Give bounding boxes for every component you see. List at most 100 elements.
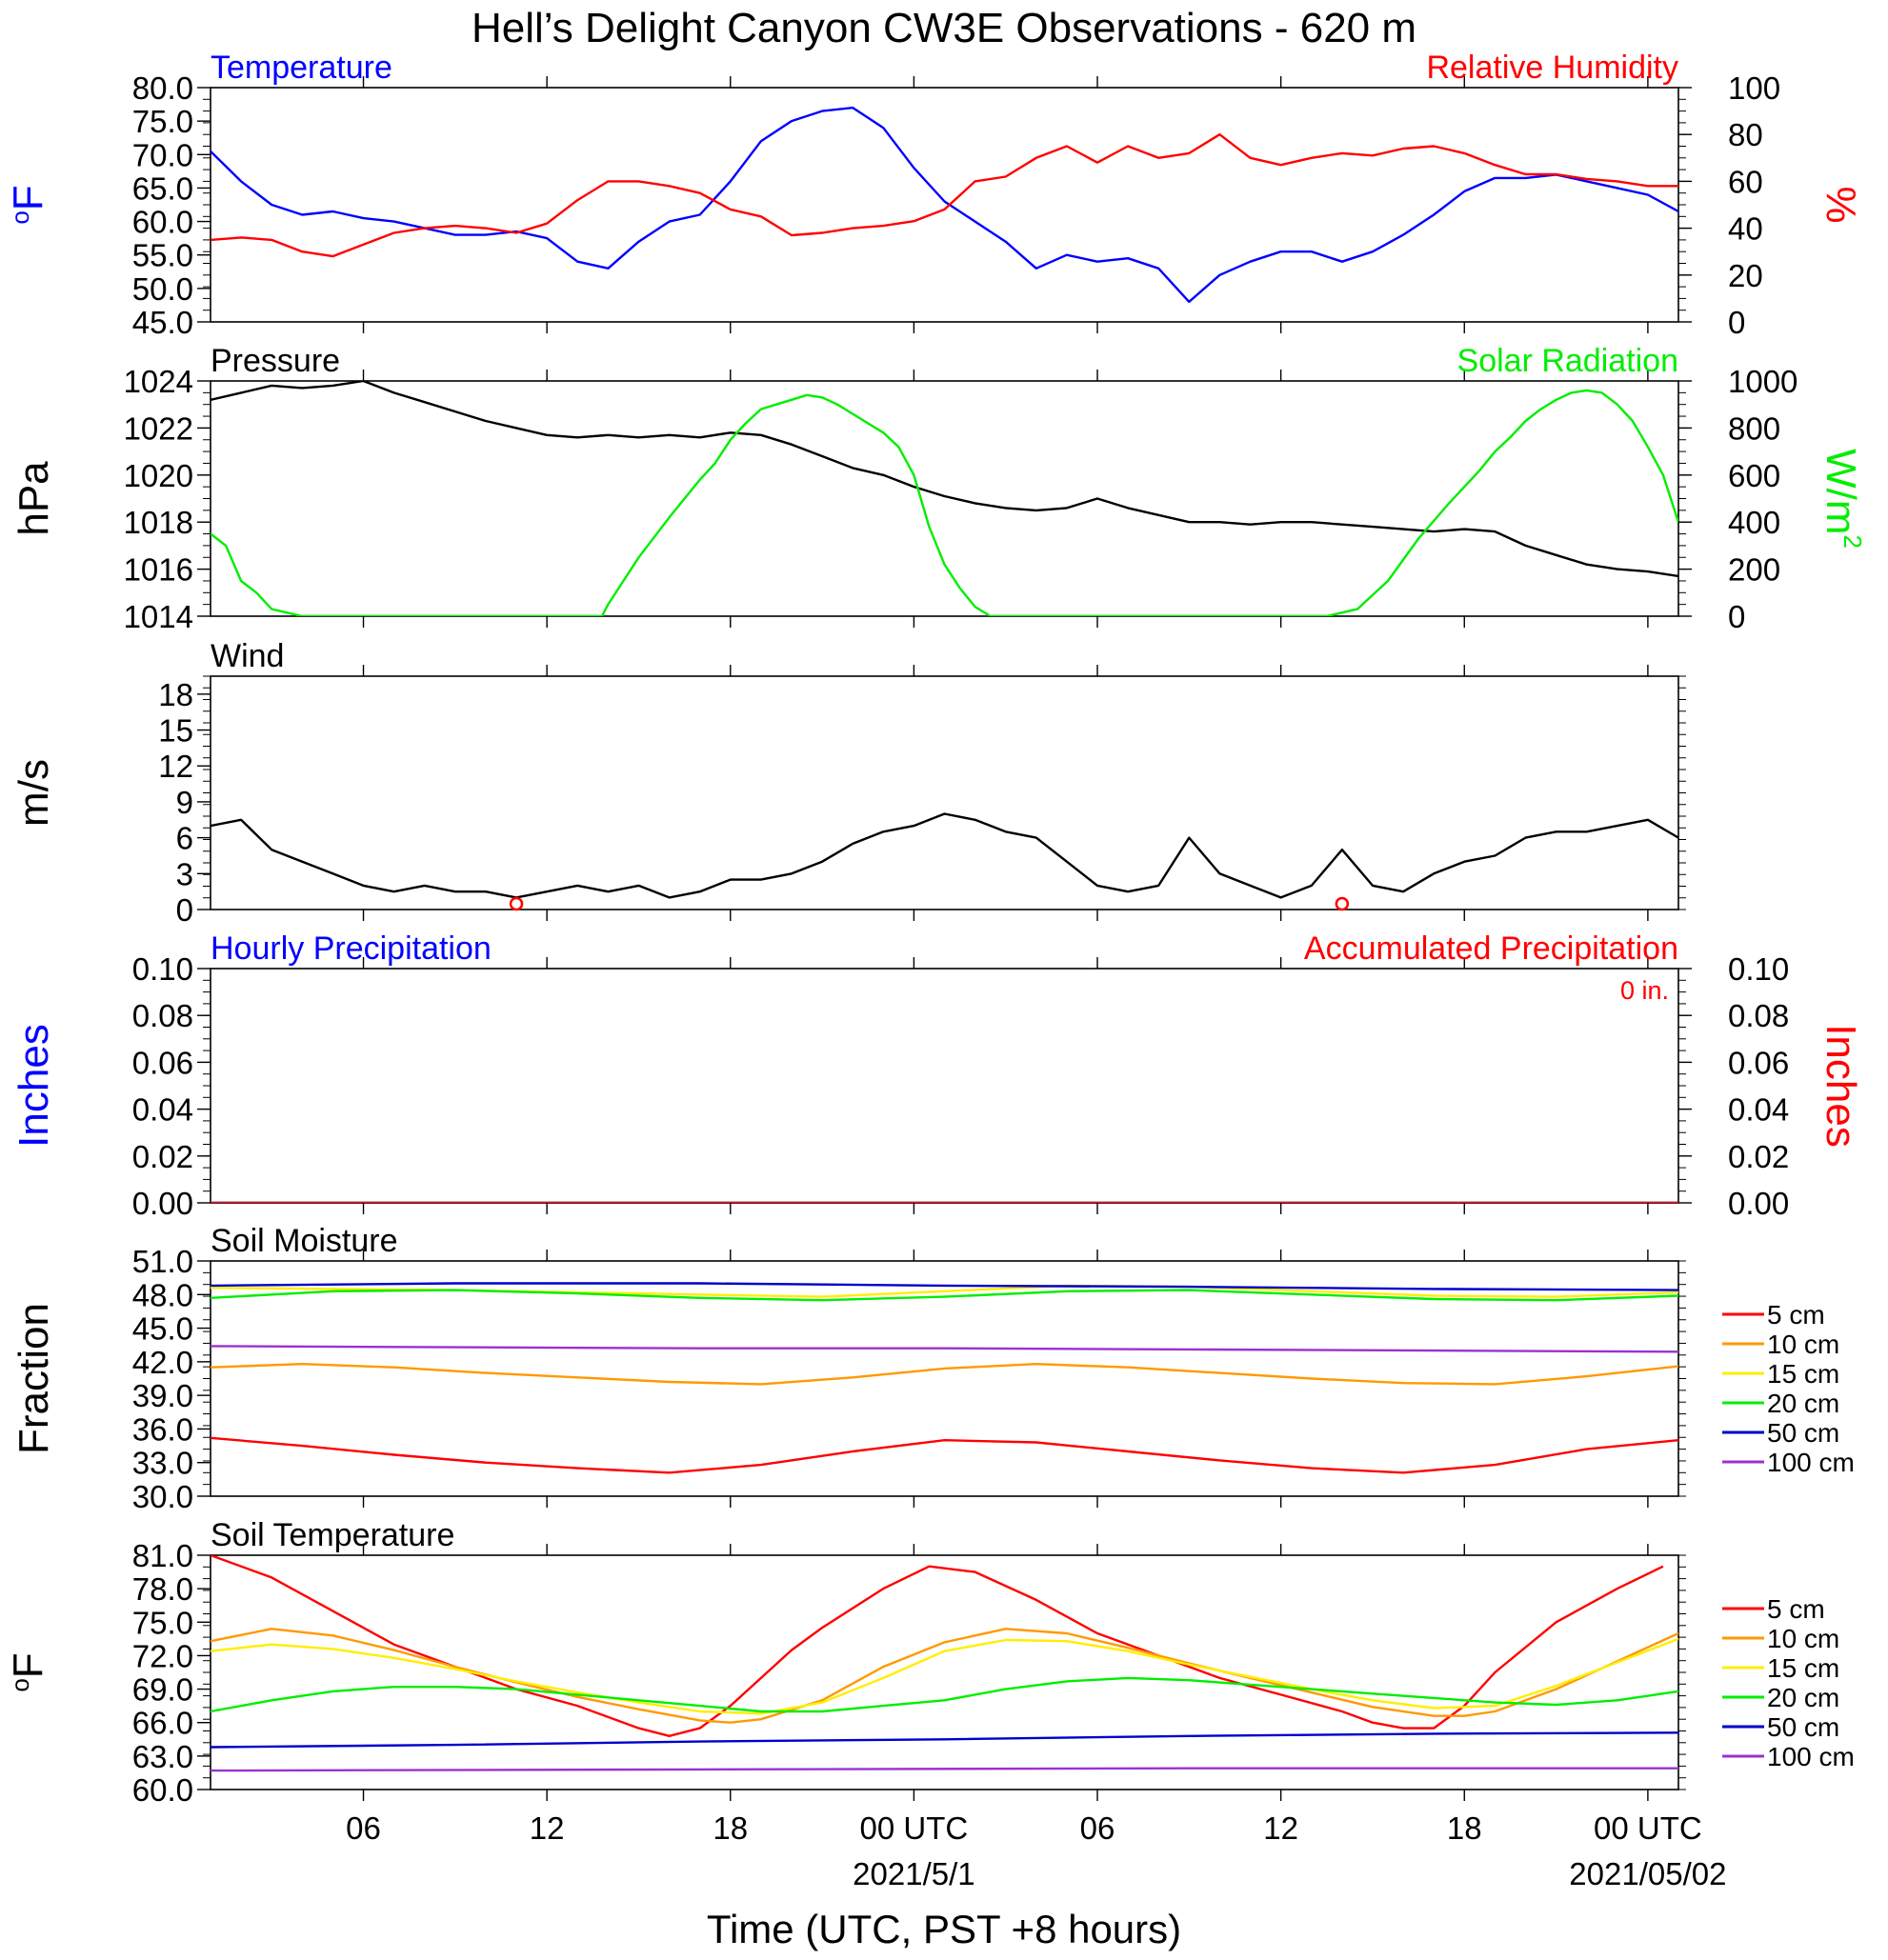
- y-axis-units-left: oF: [5, 1652, 51, 1691]
- series-line-100-cm: [211, 1345, 1678, 1353]
- y-axis-units-left: Inches: [10, 1024, 57, 1148]
- y-tick-label-right: 0.00: [1728, 1186, 1789, 1221]
- y-tick-label-left: 0.08: [132, 998, 193, 1033]
- y-tick-label-left: 70.0: [132, 137, 193, 172]
- series-line-pressure: [211, 381, 1678, 578]
- x-tick-label: 06: [1080, 1810, 1115, 1846]
- series-line-20-cm: [211, 1676, 1678, 1713]
- y-tick-label-right: 1000: [1728, 364, 1798, 399]
- y-tick-label-left: 12: [158, 749, 193, 784]
- x-tick-label: 12: [1263, 1810, 1298, 1846]
- x-tick-label: 18: [713, 1810, 748, 1846]
- figure-title: Hell’s Delight Canyon CW3E Observations …: [472, 5, 1416, 51]
- y-tick-label-left: 60.0: [132, 1772, 193, 1808]
- y-tick-label-left: 75.0: [132, 104, 193, 139]
- series-line-50-cm: [211, 1282, 1678, 1291]
- y-tick-label-left: 69.0: [132, 1672, 193, 1708]
- degree-symbol: o: [6, 210, 34, 224]
- calm-wind-marker: [509, 896, 524, 911]
- panel-title-left: Soil Temperature: [211, 1517, 454, 1553]
- y-axis-units-right: %: [1818, 186, 1864, 223]
- y-tick-label-left: 1022: [124, 410, 193, 446]
- panel-title-left: Wind: [211, 638, 284, 674]
- y-axis-units-left: m/s: [10, 759, 57, 827]
- x-date-label: 2021/05/02: [1569, 1856, 1726, 1891]
- y-tick-label-left: 0: [176, 892, 193, 928]
- legend-label: 15 cm: [1767, 1359, 1839, 1389]
- y-tick-label-right: 0.08: [1728, 998, 1789, 1033]
- y-tick-label-right: 0.06: [1728, 1045, 1789, 1080]
- y-axis-units-left: Fraction: [10, 1303, 57, 1454]
- y-tick-label-right: 0.04: [1728, 1092, 1789, 1128]
- plot-frame: [210, 675, 1679, 910]
- y-tick-label-left: 42.0: [132, 1345, 193, 1380]
- y-tick-label-left: 1014: [124, 599, 193, 634]
- plot-frame: [210, 1554, 1679, 1790]
- y-axis-units-left: oF: [5, 185, 51, 224]
- panel-title-left: Pressure: [211, 343, 340, 379]
- y-tick-label-right: 0.02: [1728, 1139, 1789, 1174]
- legend-label: 5 cm: [1767, 1594, 1825, 1624]
- y-tick-label-left: 45.0: [132, 1311, 193, 1347]
- x-tick-label: 00 UTC: [1594, 1810, 1702, 1846]
- units-text: F: [5, 1652, 51, 1678]
- panel-title-right: Relative Humidity: [1426, 50, 1678, 86]
- legend-label: 100 cm: [1767, 1448, 1855, 1477]
- units-text: %: [1818, 186, 1864, 223]
- y-tick-label-left: 63.0: [132, 1739, 193, 1774]
- y-tick-label-left: 80.0: [132, 70, 193, 106]
- y-tick-label-left: 60.0: [132, 205, 193, 240]
- y-tick-label-left: 0.10: [132, 951, 193, 987]
- y-tick-label-right: 800: [1728, 410, 1780, 446]
- panel-title-left: Temperature: [211, 50, 392, 86]
- x-date-label: 2021/5/1: [853, 1856, 974, 1891]
- y-axis-units-right: Inches: [1818, 1024, 1864, 1148]
- units-text: Inches: [1818, 1024, 1864, 1148]
- plot-frame: [210, 380, 1679, 617]
- y-tick-label-left: 75.0: [132, 1605, 193, 1640]
- y-tick-label-left: 6: [176, 821, 193, 856]
- series-line-100-cm: [211, 1767, 1678, 1772]
- y-tick-label-left: 66.0: [132, 1706, 193, 1741]
- y-tick-label-right: 60: [1728, 164, 1763, 199]
- legend-label: 10 cm: [1767, 1624, 1839, 1653]
- panel-title-right: Solar Radiation: [1457, 343, 1678, 379]
- y-tick-label-right: 200: [1728, 552, 1780, 588]
- y-tick-label-left: 15: [158, 713, 193, 749]
- y-tick-label-left: 72.0: [132, 1638, 193, 1673]
- y-axis-units-right: W/m2: [1818, 449, 1867, 549]
- series-line-wind: [211, 812, 1678, 899]
- panel-pressure-solar: 1014 1016 1018 1020 1022 1024 0 200 400 600 800 100…: [10, 343, 1867, 634]
- y-tick-label-left: 50.0: [132, 271, 193, 307]
- series-line-10-cm: [211, 1362, 1678, 1386]
- y-tick-label-left: 55.0: [132, 238, 193, 273]
- y-tick-label-left: 81.0: [132, 1538, 193, 1573]
- y-tick-label-right: 40: [1728, 211, 1763, 247]
- series-line-50-cm: [211, 1731, 1678, 1749]
- y-tick-label-left: 51.0: [132, 1244, 193, 1279]
- y-tick-label-right: 0: [1728, 599, 1745, 634]
- series-line-5-cm: [211, 1436, 1678, 1474]
- legend-label: 5 cm: [1767, 1300, 1825, 1330]
- units-superscript: 2: [1838, 534, 1867, 548]
- y-tick-label-right: 600: [1728, 458, 1780, 493]
- panel-title-left: Soil Moisture: [211, 1223, 398, 1259]
- y-tick-label-right: 80: [1728, 117, 1763, 152]
- y-tick-label-left: 1020: [124, 458, 193, 493]
- legend-label: 50 cm: [1767, 1418, 1839, 1448]
- series-line-temperature: [211, 106, 1678, 304]
- y-tick-label-right: 20: [1728, 258, 1763, 293]
- panel-title-right: Accumulated Precipitation: [1304, 930, 1678, 967]
- x-tick-label: 12: [530, 1810, 565, 1846]
- degree-symbol: o: [6, 1678, 34, 1691]
- legend-label: 20 cm: [1767, 1683, 1839, 1712]
- y-tick-label-left: 30.0: [132, 1479, 193, 1514]
- y-tick-label-left: 18: [158, 677, 193, 712]
- y-tick-label-left: 0.04: [132, 1092, 193, 1128]
- y-tick-label-left: 33.0: [132, 1446, 193, 1481]
- y-tick-label-left: 1018: [124, 505, 193, 540]
- plot-frame: [210, 968, 1679, 1204]
- series-line-20-cm: [211, 1289, 1678, 1302]
